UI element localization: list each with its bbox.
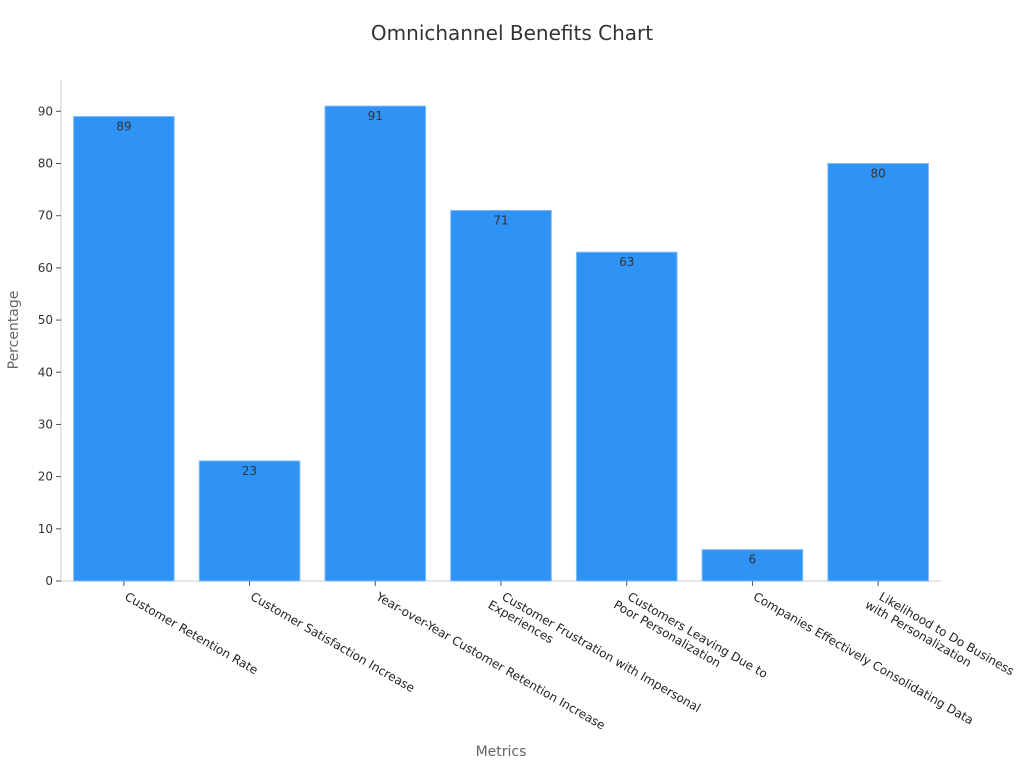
chart-title: Omnichannel Benefits Chart — [371, 21, 653, 45]
bar-value-label: 80 — [871, 167, 886, 181]
x-category-label-line: Customer Frustration with Impersonal — [500, 589, 704, 715]
bar — [701, 549, 804, 582]
bar-value-label: 89 — [116, 120, 131, 134]
x-axis-title: Metrics — [476, 744, 527, 760]
bar — [575, 251, 678, 582]
bar — [324, 105, 427, 582]
y-tick-label: 40 — [38, 365, 53, 379]
x-category-label-line: Companies Effectively Consolidating Data — [751, 589, 976, 727]
plot-area: 0 10 20 30 40 50 60 70 80 90 89 Customer Retention … — [38, 80, 1017, 733]
bar-value-label: 63 — [619, 255, 634, 269]
y-axis-title: Percentage — [6, 291, 22, 370]
bar-value-label: 71 — [493, 213, 508, 227]
bar-value-label: 23 — [242, 464, 257, 478]
x-category-label: Customer Retention Rate — [122, 589, 260, 677]
bar — [73, 116, 175, 582]
x-category-label-line: Customers Leaving Due to — [625, 589, 770, 681]
bar — [827, 163, 929, 582]
bar-value-label: 91 — [368, 109, 383, 123]
x-category-label-line: Customer Retention Rate — [122, 589, 260, 677]
y-tick-label: 90 — [38, 104, 53, 118]
bar-value-label: 6 — [749, 553, 757, 567]
y-tick-label: 30 — [38, 417, 53, 431]
y-tick-label: 10 — [38, 522, 53, 536]
y-tick-label: 20 — [38, 470, 53, 484]
bar — [198, 460, 301, 582]
x-category-label: Customer Frustration with ImpersonalExpe… — [486, 585, 704, 727]
y-tick-label: 60 — [38, 261, 53, 275]
x-category-label-line: Likelihood to Do Business — [877, 589, 1017, 678]
x-category-label: Companies Effectively Consolidating Data — [751, 589, 976, 727]
y-tick-label: 80 — [38, 157, 53, 171]
y-tick-label: 0 — [45, 574, 53, 588]
y-tick-label: 70 — [38, 209, 53, 223]
bar — [450, 209, 552, 582]
y-tick-label: 50 — [38, 313, 53, 327]
